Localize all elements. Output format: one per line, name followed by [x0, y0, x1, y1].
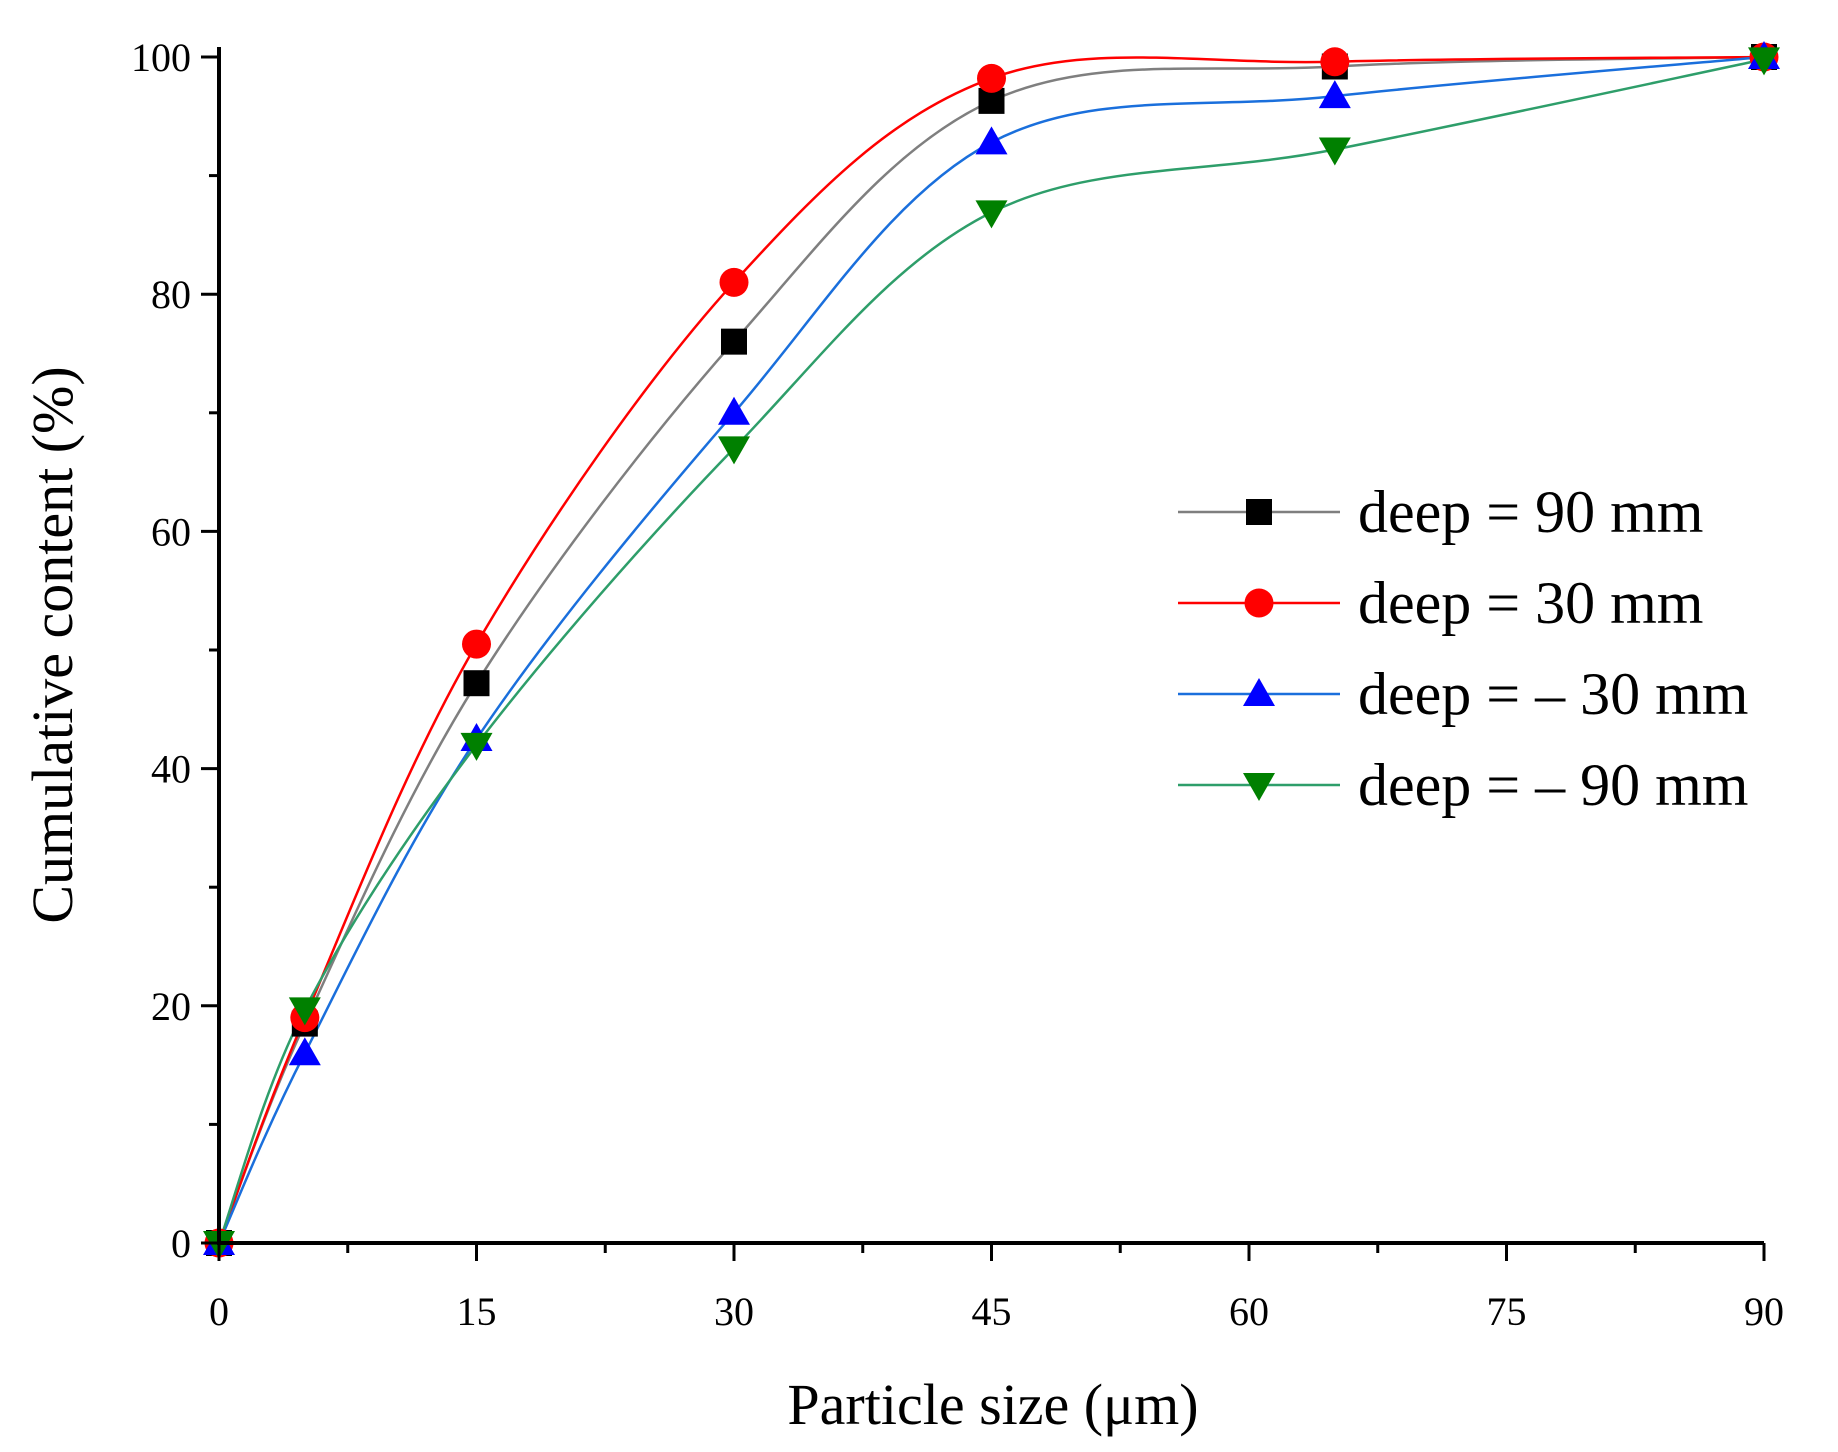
data-point-deep-90-mm-45: [975, 200, 1008, 229]
data-point-deep-30-mm-45: [977, 63, 1006, 93]
data-point-deep-90-mm-65: [1318, 137, 1351, 166]
data-point-deep-90-mm-30: [721, 328, 747, 355]
data-point-deep-30-mm-15: [462, 629, 491, 659]
legend-item-deep-30-mm: deep = 30 mm: [1178, 570, 1703, 636]
data-point-deep-90-mm-90: [1748, 47, 1780, 76]
data-point-deep-30-mm-5: [288, 1037, 321, 1066]
y-tick-label-60: 60: [151, 509, 191, 554]
series-markers: [203, 41, 1780, 1259]
legend-item-deep-30-mm: deep = – 30 mm: [1178, 661, 1748, 727]
x-tick-label-0: 0: [209, 1289, 229, 1334]
data-point-deep-90-mm-15: [460, 732, 493, 761]
data-point-deep-90-mm-15: [463, 670, 490, 697]
series-line-deep-90-mm: [217, 58, 1765, 1244]
legend-item-deep-90-mm: deep = 90 mm: [1178, 479, 1703, 545]
y-tick-label-40: 40: [151, 747, 191, 792]
series-line-deep-30-mm: [217, 55, 1765, 1244]
data-point-deep-30-mm-30: [719, 267, 749, 297]
x-tick-label-15: 15: [457, 1289, 497, 1334]
y-tick-label-80: 80: [151, 272, 191, 317]
data-point-deep-90-mm-5: [288, 997, 321, 1026]
data-point-deep-30-mm-65: [1320, 47, 1350, 77]
legend-marker: [1243, 678, 1275, 706]
legend-label: deep = 30 mm: [1358, 570, 1703, 636]
legend-item-deep-90-mm: deep = – 90 mm: [1178, 752, 1748, 818]
y-tick-label-100: 100: [131, 35, 191, 80]
y-tick-label-0: 0: [171, 1221, 191, 1266]
legend-label: deep = – 90 mm: [1358, 752, 1748, 818]
legend-marker: [1246, 499, 1272, 525]
data-point-deep-30-mm-65: [1318, 80, 1351, 109]
x-tick-label-75: 75: [1487, 1289, 1527, 1334]
series-line-deep-30-mm: [217, 55, 1765, 1244]
legend-marker: [1243, 773, 1275, 801]
x-axis-title: Particle size (μm): [787, 1372, 1198, 1437]
legend-marker: [1244, 588, 1274, 618]
y-axis-title: Cumulative content (%): [20, 366, 85, 923]
legend-label: deep = – 30 mm: [1358, 661, 1748, 727]
data-point-deep-30-mm-45: [975, 126, 1008, 155]
x-tick-label-90: 90: [1744, 1289, 1784, 1334]
y-tick-label-20: 20: [151, 984, 191, 1029]
legend: deep = 90 mm deep = 30 mm deep = – 30 mm de…: [1178, 479, 1748, 818]
data-point-deep-90-mm-30: [718, 436, 750, 465]
legend-label: deep = 90 mm: [1358, 479, 1703, 545]
x-tick-label-45: 45: [972, 1289, 1012, 1334]
series-curves: [217, 55, 1765, 1244]
x-tick-label-30: 30: [714, 1289, 754, 1334]
ticks: 0 15 30 45 60 75 90 0 20 40 60 80 100: [131, 35, 1784, 1334]
x-tick-label-60: 60: [1229, 1289, 1269, 1334]
series-line-deep-90-mm: [217, 55, 1765, 1244]
data-point-deep-30-mm-30: [718, 396, 750, 425]
